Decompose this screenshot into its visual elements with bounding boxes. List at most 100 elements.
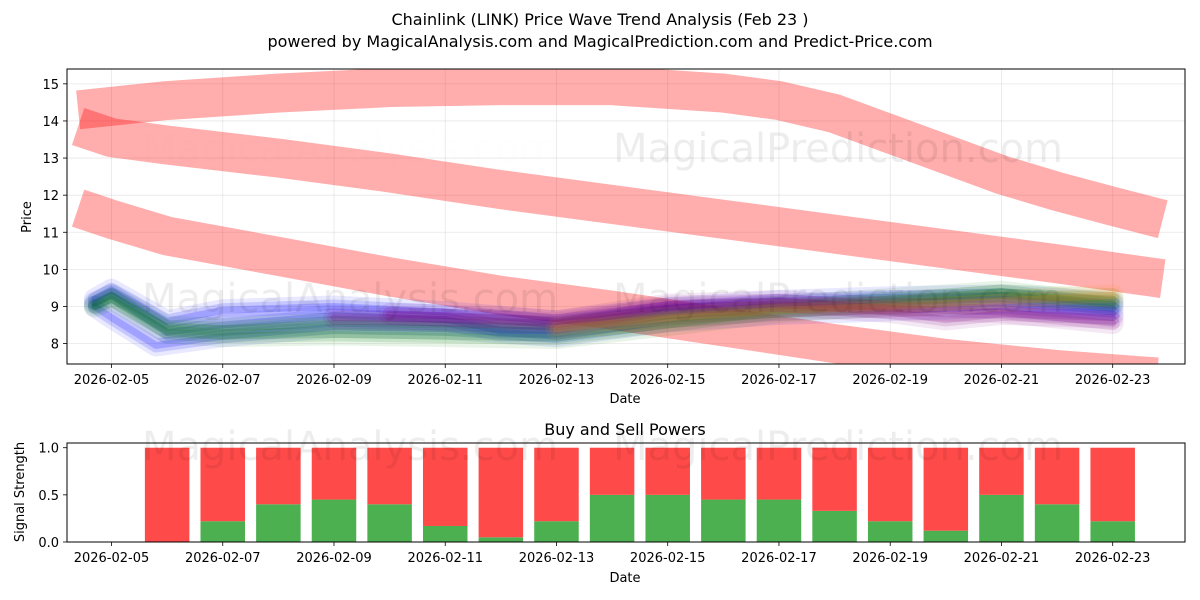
chart-subtitle: powered by MagicalAnalysis.com and Magic… — [267, 32, 932, 51]
sell-bar-17 — [1034, 447, 1080, 505]
band-mid-wave — [71, 108, 1166, 298]
price-x-tick-label-2026-02-17: 2026-02-17 — [741, 373, 817, 388]
series-orange-1-layer-1 — [545, 284, 1124, 340]
sell-bar-18 — [1090, 447, 1135, 522]
series-green-1-layer-3 — [91, 291, 1117, 342]
price-y-ticks: 8 9 10 11 12 13 14 15 — [42, 78, 67, 353]
buy-bar-13 — [812, 510, 857, 542]
power-x-tick-label-2026-02-15: 2026-02-15 — [630, 551, 706, 566]
series-orange-1-layer-3 — [552, 291, 1117, 333]
series-blue-1-layer-1 — [83, 284, 1124, 344]
watermark-prediction-mid: MagicalPrediction.com — [613, 276, 1063, 322]
watermark-analysis-top: MagicalAnalysis.com — [142, 126, 558, 172]
sell-bar-5 — [367, 447, 412, 505]
buy-bar-6 — [422, 525, 468, 542]
watermark-prediction-top: MagicalPrediction.com — [613, 126, 1063, 172]
price-plot-area — [67, 69, 1185, 364]
power-chart-title: Buy and Sell Powers — [544, 420, 706, 439]
price-x-tick-label-2026-02-23: 2026-02-23 — [1075, 373, 1151, 388]
power-plot-frame — [66, 442, 1186, 543]
series-green-1-layer-2 — [87, 288, 1120, 346]
price-x-tick-label-2026-02-05: 2026-02-05 — [74, 373, 150, 388]
sell-bar-9 — [589, 447, 635, 495]
buy-bar-5 — [367, 504, 412, 542]
sell-bar-8 — [534, 447, 579, 522]
band-lower-wave — [71, 189, 1159, 364]
power-x-tick-label-2026-02-07: 2026-02-07 — [185, 551, 261, 566]
buy-bar-8 — [534, 521, 579, 542]
power-x-tick-label-2026-02-09: 2026-02-09 — [296, 551, 372, 566]
price-x-tick-label-2026-02-15: 2026-02-15 — [630, 373, 706, 388]
power-x-tick-label-2026-02-17: 2026-02-17 — [741, 551, 817, 566]
buy-bar-11 — [701, 499, 746, 542]
price-y-tick-label-10: 10 — [42, 263, 59, 278]
price-x-tick-label-2026-02-21: 2026-02-21 — [964, 373, 1040, 388]
power-chart: Buy and Sell Powers MagicalAnalysis.com … — [13, 420, 1186, 586]
series-blue-2-layer-1 — [83, 278, 1124, 333]
series-blue-3-layer-2 — [87, 299, 1120, 353]
sell-bar-11 — [701, 447, 746, 500]
sell-bar-7 — [478, 447, 524, 538]
buy-bar-10 — [645, 494, 690, 542]
sell-bar-3 — [256, 447, 301, 505]
sell-bar-13 — [812, 447, 857, 511]
sell-bar-2 — [200, 447, 245, 522]
price-gridlines — [67, 69, 1185, 364]
series-green-2-layer-3 — [91, 288, 1117, 333]
series-purple-2-layer-2 — [382, 293, 1120, 331]
price-x-tick-label-2026-02-13: 2026-02-13 — [519, 373, 595, 388]
power-y-tick-label-1-0: 1.0 — [38, 442, 59, 457]
watermark-prediction-bottom: MagicalPrediction.com — [613, 424, 1063, 470]
power-x-tick-label-2026-02-05: 2026-02-05 — [74, 551, 150, 566]
series-orange-1-layer-2 — [549, 288, 1120, 336]
power-x-tick-label-2026-02-19: 2026-02-19 — [852, 551, 928, 566]
buy-bar-9 — [589, 494, 635, 542]
price-plot-frame — [66, 68, 1186, 365]
series-green-2-layer-2 — [87, 284, 1120, 336]
buy-bar-17 — [1034, 504, 1080, 542]
price-x-tick-label-2026-02-19: 2026-02-19 — [852, 373, 928, 388]
buy-bar-12 — [756, 499, 802, 542]
sell-bar-12 — [756, 447, 802, 500]
series-blue-3-layer-1 — [83, 295, 1124, 357]
price-wave-bands — [71, 69, 1168, 364]
power-y-ticks: 0.0 0.5 1.0 — [38, 442, 67, 551]
price-y-tick-label-12: 12 — [42, 189, 59, 204]
buy-bar-4 — [311, 499, 357, 542]
series-green-1-layer-1 — [83, 284, 1124, 350]
series-blue-1-layer-2 — [87, 288, 1120, 340]
sell-bar-15 — [923, 447, 969, 531]
series-green-2-layer-1 — [83, 280, 1124, 340]
series-purple-1-layer-1 — [322, 293, 1124, 335]
series-purple-2-layer-3 — [386, 297, 1117, 327]
price-x-ticks: 2026-02-05 2026-02-07 2026-02-09 2026-02-11… — [74, 364, 1151, 388]
buy-bar-15 — [923, 530, 969, 542]
sell-bar-1 — [144, 447, 190, 542]
power-x-tick-label-2026-02-13: 2026-02-13 — [519, 551, 595, 566]
power-x-tick-label-2026-02-23: 2026-02-23 — [1075, 551, 1151, 566]
power-x-tick-label-2026-02-21: 2026-02-21 — [964, 551, 1040, 566]
series-blue-2-layer-2 — [87, 282, 1120, 329]
power-bars — [144, 447, 1135, 542]
power-y-axis-label: Signal Strength — [13, 442, 28, 542]
power-x-ticks: 2026-02-05 2026-02-07 2026-02-09 2026-02-11… — [74, 542, 1151, 566]
band-upper-wave — [76, 69, 1168, 239]
sell-bar-6 — [422, 447, 468, 526]
price-x-tick-label-2026-02-07: 2026-02-07 — [185, 373, 261, 388]
price-x-axis-label: Date — [609, 392, 640, 407]
power-x-tick-label-2026-02-11: 2026-02-11 — [407, 551, 483, 566]
power-y-tick-label-0-5: 0.5 — [38, 489, 59, 504]
series-blue-3-layer-3 — [91, 302, 1117, 349]
price-y-tick-label-14: 14 — [42, 115, 59, 130]
series-blue-2-layer-3 — [91, 286, 1117, 325]
price-y-tick-label-11: 11 — [42, 226, 59, 241]
series-purple-1-layer-2 — [326, 297, 1120, 331]
power-x-axis-label: Date — [609, 571, 640, 586]
buy-bar-3 — [256, 504, 301, 542]
price-y-tick-label-8: 8 — [51, 338, 59, 353]
chart-title: Chainlink (LINK) Price Wave Trend Analys… — [391, 10, 808, 29]
price-chart: MagicalAnalysis.com MagicalPrediction.co… — [20, 68, 1186, 407]
sell-bar-10 — [645, 447, 690, 495]
